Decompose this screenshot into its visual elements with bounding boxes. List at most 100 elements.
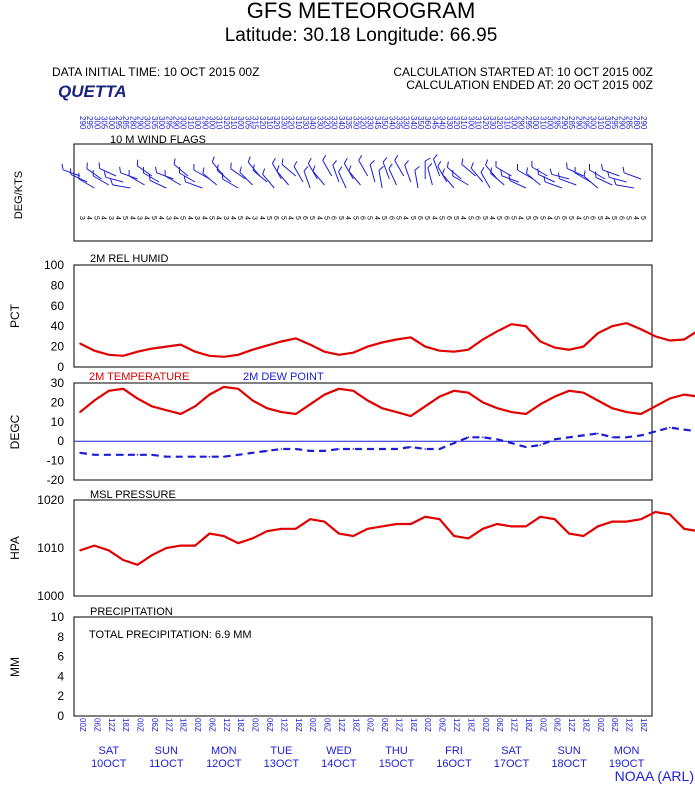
- wind-direction-label: 290: [560, 116, 569, 130]
- wind-barb-flag: [414, 166, 420, 171]
- data-point: [251, 348, 254, 351]
- wind-barb: [303, 170, 311, 189]
- data-initial-time: DATA INITIAL TIME: 10 OCT 2015 00Z: [52, 65, 259, 79]
- temperature-legend: 2M TEMPERATURE: [89, 371, 189, 383]
- wind-speed-label: 4: [402, 216, 409, 220]
- day-dow-label: SAT: [99, 745, 120, 757]
- data-point: [79, 549, 81, 552]
- hour-tick-label: 12Z: [510, 718, 519, 732]
- wind-barb-flag: [307, 157, 312, 164]
- wind-barb-flag: [98, 162, 101, 169]
- wind-speed-label: 4: [258, 216, 265, 220]
- wind-barb-flag: [446, 161, 449, 168]
- wind-speed-label: 6: [416, 216, 423, 220]
- wind-speed-label: 4: [85, 216, 92, 220]
- wind-direction-label: 300: [143, 116, 152, 130]
- wind-speed-label: 3: [136, 216, 143, 220]
- wind-barb: [338, 171, 347, 189]
- wind-direction-label: 290: [517, 116, 526, 130]
- wind-direction-label: 290: [136, 116, 145, 130]
- wind-barb: [149, 179, 167, 189]
- wind-barb-flag: [332, 160, 337, 166]
- wind-direction-label: 300: [157, 116, 166, 130]
- wind-barb-flag: [613, 179, 617, 186]
- wind-barb-flag: [537, 168, 539, 175]
- ytick-label: 0: [57, 360, 64, 374]
- data-point: [93, 544, 96, 547]
- wind-speed-label: 4: [229, 216, 236, 220]
- ytick-label: 40: [51, 319, 65, 333]
- ytick-label: 1020: [37, 493, 64, 507]
- wind-speed-label: 5: [639, 216, 646, 220]
- wind-speed-label: 5: [265, 216, 272, 220]
- wind-direction-label: 320: [258, 116, 267, 130]
- data-point: [669, 339, 671, 342]
- ytick-label: 1010: [37, 541, 64, 555]
- wind-barb: [252, 170, 268, 183]
- data-point: [525, 325, 527, 328]
- hour-tick-label: 06Z: [495, 718, 504, 732]
- wind-barb-flag: [378, 166, 384, 171]
- wind-speed-label: 4: [157, 216, 164, 220]
- hour-tick-label: 12Z: [625, 718, 634, 732]
- wind-barb-flag: [566, 162, 568, 169]
- wind-direction-label: 310: [265, 116, 274, 130]
- time-hour-labels: 00Z 06Z 12Z 18Z 00Z 06Z 12Z 18Z 00Z 06Z 12Z 18Z 00Z 0…: [78, 718, 648, 732]
- wind-speed-label: 5: [121, 216, 128, 220]
- wind-direction-label: 290: [172, 116, 181, 130]
- wind-barb: [105, 176, 124, 183]
- wind-speed-label: 5: [466, 216, 473, 220]
- series-line: [79, 385, 695, 418]
- humidity-title: 2M REL HUMID: [90, 253, 168, 265]
- data-point: [654, 430, 657, 433]
- wind-barb: [526, 173, 541, 186]
- data-point: [323, 350, 326, 353]
- wind-barb-flag: [271, 157, 276, 164]
- wind-barb-flag: [239, 166, 242, 173]
- hour-tick-label: 00Z: [308, 718, 317, 732]
- hour-tick-label: 06Z: [150, 718, 159, 732]
- data-point: [496, 330, 499, 333]
- wind-barb: [602, 169, 620, 177]
- data-point: [395, 448, 398, 450]
- wind-barb-flag: [136, 159, 139, 166]
- wind-barb-flag: [583, 170, 586, 177]
- wind-direction-label: 295: [582, 116, 591, 130]
- data-point: [467, 391, 470, 394]
- wind-direction-label: 330: [330, 116, 339, 130]
- wind-barb: [86, 168, 102, 180]
- wind-barb: [78, 178, 95, 189]
- data-point: [525, 525, 527, 528]
- data-point: [366, 345, 369, 348]
- ytick-label: 4: [57, 669, 64, 683]
- calc-ended: CALCULATION ENDED AT: 20 OCT 2015 00Z: [406, 78, 653, 92]
- pressure-series: [79, 510, 695, 567]
- wind-barb: [447, 167, 462, 180]
- data-point: [108, 390, 110, 392]
- wind-barb: [222, 178, 239, 189]
- ytick-label: 0: [57, 709, 64, 723]
- wind-speed-label: 4: [215, 216, 222, 220]
- data-point: [179, 544, 182, 547]
- precip-yticks: 0 2 4 6 8 10: [51, 610, 65, 723]
- wind-speed-label: 5: [423, 216, 430, 220]
- wind-direction-label: 310: [215, 116, 224, 130]
- ytick-label: 20: [51, 340, 65, 354]
- hour-tick-label: 12Z: [337, 718, 346, 732]
- data-point: [381, 341, 383, 344]
- wind-barb: [583, 176, 599, 189]
- wind-speed-label: 5: [452, 216, 459, 220]
- wind-direction-label: 300: [531, 116, 540, 130]
- day-dow-label: SAT: [501, 745, 522, 757]
- wind-barb-flag: [526, 167, 529, 174]
- wind-direction-label: 300: [466, 116, 475, 130]
- data-point: [597, 399, 599, 402]
- humidity-frame: [73, 264, 653, 368]
- data-point: [539, 444, 542, 446]
- temperature-series: [74, 385, 695, 458]
- data-point: [251, 537, 254, 540]
- wind-speed-label: 4: [315, 216, 322, 220]
- data-point: [223, 455, 225, 458]
- wind-speed-label: 6: [359, 216, 366, 220]
- wind-barb: [414, 170, 419, 189]
